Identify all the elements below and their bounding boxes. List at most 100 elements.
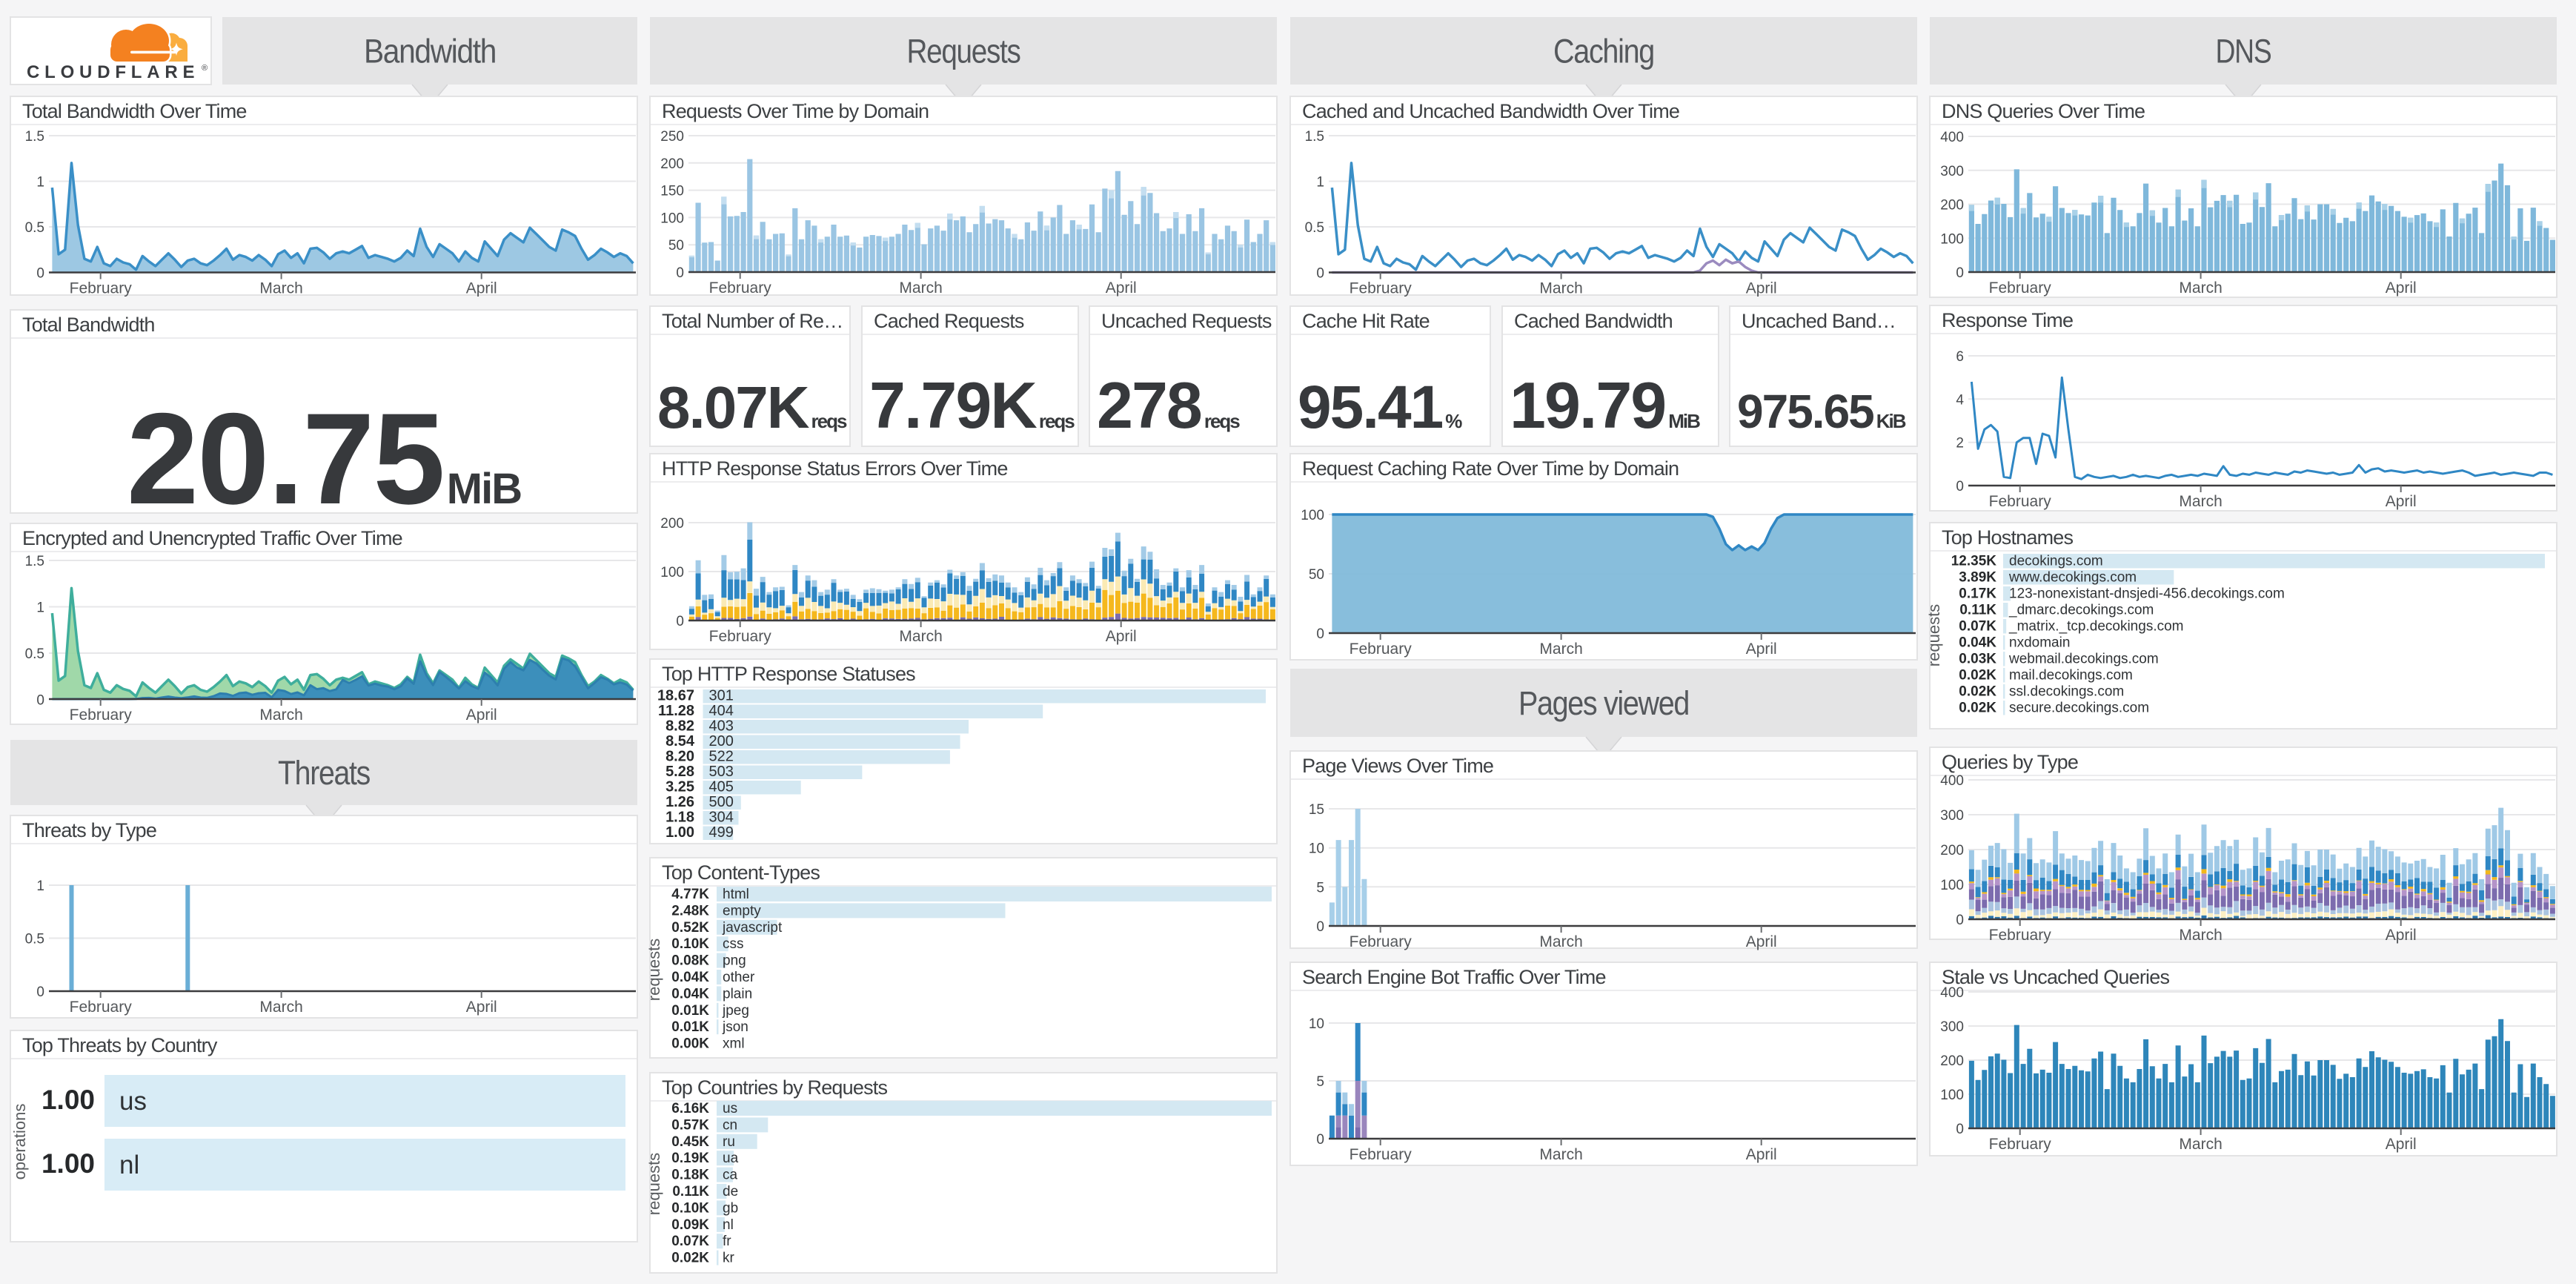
svg-text:100: 100 (1940, 1088, 1964, 1103)
svg-text:499: 499 (709, 824, 734, 841)
svg-text:Requests: Requests (907, 33, 1020, 70)
svg-text:Uncached Requests: Uncached Requests (1101, 310, 1272, 332)
svg-text:100: 100 (1301, 508, 1324, 523)
svg-text:4: 4 (1956, 392, 1964, 408)
svg-text:0.04K: 0.04K (671, 986, 709, 1002)
svg-text:0.04K: 0.04K (1959, 635, 1996, 651)
svg-text:nl: nl (119, 1151, 139, 1179)
svg-text:1.00: 1.00 (42, 1085, 95, 1115)
svg-text:0.5: 0.5 (25, 646, 44, 662)
svg-text:ru: ru (723, 1134, 735, 1150)
svg-text:March: March (2179, 927, 2222, 944)
svg-text:11.28: 11.28 (658, 703, 694, 719)
svg-text:mail.decokings.com: mail.decokings.com (2009, 668, 2133, 684)
svg-text:100: 100 (1940, 231, 1964, 247)
svg-text:404: 404 (709, 703, 734, 719)
svg-text:Queries by Type: Queries by Type (1942, 751, 2078, 773)
svg-text:April: April (2386, 279, 2417, 297)
svg-text:decokings.com: decokings.com (2009, 554, 2103, 569)
svg-text:5: 5 (1316, 880, 1324, 896)
svg-text:0.19K: 0.19K (671, 1151, 709, 1166)
svg-text:0: 0 (1316, 919, 1324, 935)
svg-text:February: February (1350, 1146, 1413, 1163)
svg-text:April: April (466, 280, 497, 297)
svg-text:400: 400 (1940, 985, 1964, 1001)
svg-text:8.82: 8.82 (665, 718, 694, 735)
svg-text:Cached Requests: Cached Requests (874, 310, 1024, 332)
svg-text:requests: requests (645, 939, 663, 1001)
svg-text:304: 304 (709, 810, 734, 826)
svg-text:nxdomain: nxdomain (2009, 635, 2070, 651)
svg-text:April: April (1106, 279, 1137, 297)
svg-text:100: 100 (660, 211, 684, 226)
svg-text:March: March (899, 628, 942, 645)
svg-text:Search Engine Bot Traffic Over: Search Engine Bot Traffic Over Time (1302, 966, 1606, 988)
svg-text:10: 10 (1309, 1016, 1324, 1032)
svg-text:522: 522 (709, 749, 734, 765)
svg-text:5.28: 5.28 (665, 764, 694, 780)
svg-text:kr: kr (723, 1251, 735, 1266)
svg-text:html: html (723, 887, 749, 902)
svg-text:March: March (1539, 641, 1582, 658)
svg-text:Top Threats by Country: Top Threats by Country (22, 1034, 218, 1056)
svg-text:Page Views Over Time: Page Views Over Time (1302, 755, 1493, 777)
svg-text:json: json (722, 1019, 748, 1035)
svg-text:8.20: 8.20 (665, 749, 694, 765)
svg-text:_matrix._tcp.decokings.com: _matrix._tcp.decokings.com (2008, 619, 2184, 635)
svg-text:0.10K: 0.10K (671, 936, 709, 952)
svg-text:200: 200 (1940, 843, 1964, 858)
svg-text:March: March (2179, 279, 2222, 297)
svg-text:6.16K: 6.16K (671, 1101, 709, 1116)
svg-text:50: 50 (668, 238, 684, 254)
svg-text:other: other (723, 970, 755, 985)
svg-text:0: 0 (1956, 1122, 1964, 1137)
svg-text:Cache Hit Rate: Cache Hit Rate (1302, 310, 1430, 332)
svg-text:0.02K: 0.02K (1959, 684, 1996, 700)
svg-text:April: April (466, 999, 497, 1016)
svg-text:ca: ca (723, 1168, 738, 1183)
svg-text:200: 200 (1940, 1053, 1964, 1069)
svg-text:February: February (709, 628, 772, 645)
svg-text:0.00K: 0.00K (671, 1036, 709, 1052)
svg-text:February: February (70, 706, 133, 724)
svg-text:4.77K: 4.77K (671, 887, 709, 902)
svg-text:DNS Queries Over Time: DNS Queries Over Time (1942, 100, 2145, 122)
svg-text:0: 0 (676, 614, 684, 629)
svg-text:Top Content-Types: Top Content-Types (662, 861, 820, 884)
svg-text:secure.decokings.com: secure.decokings.com (2009, 701, 2149, 716)
svg-text:0.5: 0.5 (25, 932, 44, 947)
svg-text:1: 1 (36, 175, 44, 191)
svg-text:Threats: Threats (278, 754, 370, 792)
svg-text:18.67: 18.67 (657, 688, 694, 704)
svg-text:0: 0 (1956, 265, 1964, 281)
svg-text:8.54: 8.54 (665, 733, 695, 749)
svg-text:95.41%: 95.41% (1298, 374, 1462, 441)
svg-text:us: us (119, 1087, 147, 1116)
svg-text:123-nonexistant-dnsjedi-456.de: 123-nonexistant-dnsjedi-456.decokings.co… (2009, 586, 2285, 602)
svg-text:2.48K: 2.48K (671, 903, 709, 919)
svg-text:5: 5 (1316, 1074, 1324, 1090)
svg-text:March: March (259, 999, 302, 1016)
svg-text:April: April (466, 706, 497, 724)
svg-text:cn: cn (723, 1117, 737, 1133)
svg-text:0: 0 (1316, 1132, 1324, 1148)
svg-text:Cached Bandwidth: Cached Bandwidth (1514, 310, 1673, 332)
svg-text:March: March (2179, 493, 2222, 510)
svg-text:0.07K: 0.07K (671, 1234, 709, 1249)
svg-text:0: 0 (676, 265, 684, 281)
svg-text:ua: ua (723, 1151, 739, 1166)
svg-text:March: March (899, 279, 942, 297)
svg-text:2: 2 (1956, 436, 1964, 451)
svg-text:300: 300 (1940, 1019, 1964, 1035)
svg-text:April: April (1746, 933, 1777, 950)
svg-text:February: February (1989, 1136, 2052, 1153)
svg-text:gb: gb (723, 1200, 738, 1216)
svg-text:empty: empty (723, 903, 761, 919)
svg-text:0.04K: 0.04K (671, 970, 709, 985)
svg-text:February: February (1350, 280, 1413, 297)
svg-text:0.03K: 0.03K (1959, 652, 1996, 667)
svg-text:0.18K: 0.18K (671, 1168, 709, 1183)
svg-text:February: February (1989, 927, 2052, 944)
svg-text:_dmarc.decokings.com: _dmarc.decokings.com (2008, 603, 2154, 618)
svg-text:ssl.decokings.com: ssl.decokings.com (2009, 684, 2124, 700)
